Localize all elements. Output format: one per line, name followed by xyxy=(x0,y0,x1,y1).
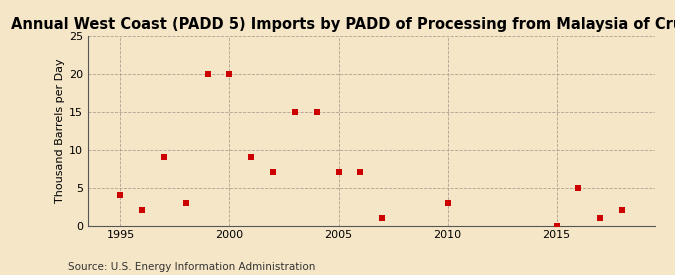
Point xyxy=(377,216,387,220)
Point xyxy=(355,170,366,175)
Point xyxy=(290,109,300,114)
Text: Source: U.S. Energy Information Administration: Source: U.S. Energy Information Administ… xyxy=(68,262,315,272)
Point xyxy=(333,170,344,175)
Title: Annual West Coast (PADD 5) Imports by PADD of Processing from Malaysia of Crude : Annual West Coast (PADD 5) Imports by PA… xyxy=(11,17,675,32)
Point xyxy=(159,155,169,160)
Point xyxy=(180,200,191,205)
Point xyxy=(115,193,126,197)
Point xyxy=(311,109,322,114)
Point xyxy=(617,208,628,213)
Point xyxy=(202,72,213,76)
Y-axis label: Thousand Barrels per Day: Thousand Barrels per Day xyxy=(55,58,65,203)
Point xyxy=(137,208,148,213)
Point xyxy=(246,155,256,160)
Point xyxy=(224,72,235,76)
Point xyxy=(573,185,584,190)
Point xyxy=(595,216,605,220)
Point xyxy=(268,170,279,175)
Point xyxy=(551,223,562,228)
Point xyxy=(442,200,453,205)
